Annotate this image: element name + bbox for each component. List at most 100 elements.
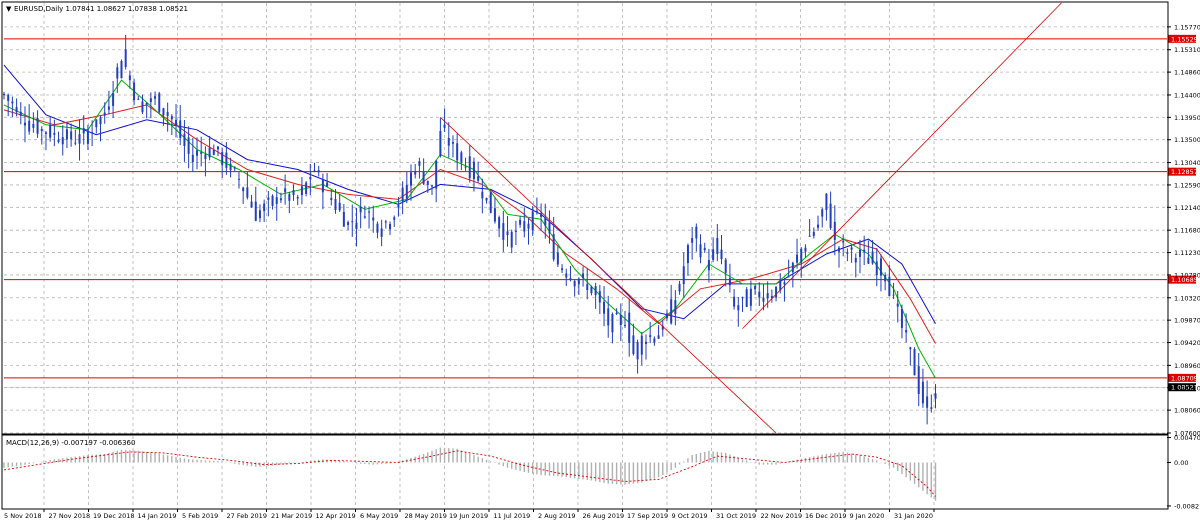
candle-body [598, 291, 601, 303]
candle-body [468, 156, 471, 179]
candle-body [569, 277, 572, 279]
candle-body [393, 217, 396, 220]
candle-body [128, 75, 131, 81]
candle-body [200, 152, 203, 154]
candle-body [548, 222, 551, 234]
candle-body [762, 297, 765, 302]
price-tick-label: 1.13040 [1174, 159, 1200, 167]
candle-body [208, 147, 211, 158]
date-label: 31 Oct 2019 [716, 512, 756, 520]
candle-body [380, 228, 383, 237]
candle-body [926, 396, 929, 408]
date-label: 6 May 2019 [360, 512, 398, 520]
candle-body [107, 106, 110, 110]
candle-body [145, 102, 148, 106]
candle-body [91, 132, 94, 134]
candle-body [896, 303, 899, 307]
level-badge-label: 1.12857 [1171, 168, 1198, 176]
date-label: 14 Jan 2019 [138, 512, 177, 520]
candle-body [724, 259, 727, 273]
candle-body [40, 128, 43, 132]
candle-body [791, 262, 794, 273]
candle-body [674, 300, 677, 315]
candle-body [640, 335, 643, 355]
candle-body [800, 248, 803, 263]
candle-body [867, 257, 870, 264]
candle-body [187, 137, 190, 154]
candle-body [342, 212, 345, 227]
candle-body [351, 221, 354, 223]
candle-body [489, 191, 492, 213]
candle-body [661, 325, 664, 330]
price-tick-label: 1.09870 [1174, 317, 1200, 325]
date-label: 16 Dec 2019 [805, 512, 847, 520]
candle-body [510, 231, 513, 248]
trendlines [440, 2, 1062, 434]
candle-body [502, 223, 505, 240]
date-label: 5 Nov 2018 [4, 512, 42, 520]
candle-body [741, 297, 744, 299]
candle-body [28, 120, 31, 132]
candle-body [833, 221, 836, 240]
price-tick-label: 1.08960 [1174, 362, 1200, 370]
candle-body [49, 124, 52, 138]
candle-body [842, 240, 845, 243]
candle-body [44, 132, 47, 135]
price-tick-label: 1.08510 [1174, 384, 1200, 392]
macd-tick-label: -0.008211 [1174, 502, 1200, 510]
candle-body [175, 119, 178, 126]
candle-body [414, 171, 417, 175]
candle-body [405, 185, 408, 199]
candle-body [57, 139, 60, 142]
candle-body [326, 182, 329, 187]
current-price-badge [1168, 383, 1196, 392]
price-tick-label: 1.13500 [1174, 136, 1200, 144]
candle-body [410, 172, 413, 186]
price-axis: 1.15770 1.15310 1.14860 1.14400 1.13950 1.135… [1167, 23, 1200, 510]
candle-body [19, 111, 22, 116]
candle-body [653, 338, 656, 343]
menu-glyph-icon[interactable]: ▼ [6, 5, 12, 13]
macd-header: MACD(12,26,9) -0.007197 -0.006360 [6, 439, 135, 447]
candle-body [70, 131, 73, 140]
candle-body [229, 163, 232, 171]
candle-body [846, 252, 849, 254]
candle-body [888, 276, 891, 297]
candle-body [389, 224, 392, 230]
candle-body [535, 210, 538, 212]
candle-body [657, 335, 660, 339]
candle-body [430, 185, 433, 187]
candle-body [695, 226, 698, 239]
candle-body [233, 167, 236, 169]
candle-body [250, 201, 253, 208]
candle-body [86, 130, 89, 144]
candle-body [493, 208, 496, 222]
candle-body [934, 393, 937, 399]
candle-body [498, 217, 501, 229]
candle-body [196, 150, 199, 156]
candle-body [644, 341, 647, 344]
candle-body [917, 366, 920, 394]
candle-body [577, 278, 580, 285]
candle-body [36, 117, 39, 134]
candle-body [913, 349, 916, 376]
candle-body [712, 249, 715, 260]
candle-body [636, 341, 639, 360]
candle-body [565, 273, 568, 278]
candle-body [183, 133, 186, 146]
candle-body [141, 101, 144, 113]
date-label: 2 Aug 2019 [538, 512, 576, 520]
candle-body [804, 247, 807, 252]
candle-body [682, 266, 685, 285]
main-chart-frame [1, 1, 1169, 435]
candle-body [191, 154, 194, 163]
price-tick-label: 1.15770 [1174, 23, 1200, 31]
candle-body [426, 180, 429, 185]
candle-body [338, 202, 341, 211]
candle-body [321, 179, 324, 193]
candle-body [418, 161, 421, 166]
candle-body [527, 223, 530, 229]
candle-body [649, 335, 652, 338]
price-tick-label: 1.14400 [1174, 91, 1200, 99]
